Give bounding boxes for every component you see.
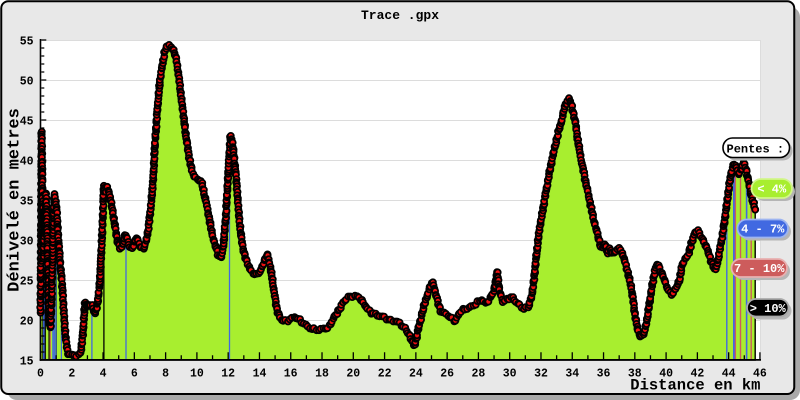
svg-text:4 - 7%: 4 - 7% [741, 223, 785, 237]
svg-text:12: 12 [221, 368, 235, 381]
svg-text:40: 40 [20, 155, 34, 168]
svg-text:Trace .gpx: Trace .gpx [361, 8, 439, 23]
svg-text:30: 30 [20, 235, 34, 248]
svg-text:55: 55 [20, 35, 34, 48]
svg-text:22: 22 [378, 368, 392, 381]
svg-text:8: 8 [162, 368, 169, 381]
svg-text:32: 32 [534, 368, 548, 381]
svg-text:36: 36 [597, 368, 611, 381]
svg-text:28: 28 [471, 368, 485, 381]
svg-text:44: 44 [722, 368, 736, 381]
svg-text:4: 4 [100, 368, 107, 381]
svg-text:16: 16 [284, 368, 298, 381]
svg-text:14: 14 [253, 368, 267, 381]
svg-text:38: 38 [628, 368, 642, 381]
svg-text:Dénivelé en metres: Dénivelé en metres [6, 108, 25, 292]
svg-text:46: 46 [753, 368, 767, 381]
svg-text:35: 35 [20, 195, 34, 208]
svg-text:25: 25 [20, 275, 34, 288]
svg-text:40: 40 [659, 368, 673, 381]
svg-text:< 4%: < 4% [757, 183, 787, 197]
svg-text:> 10%: > 10% [750, 302, 787, 316]
svg-text:7 - 10%: 7 - 10% [734, 262, 785, 276]
svg-text:50: 50 [20, 75, 34, 88]
svg-text:20: 20 [346, 368, 360, 381]
svg-text:18: 18 [315, 368, 329, 381]
svg-text:10: 10 [190, 368, 204, 381]
svg-text:0: 0 [37, 368, 44, 381]
svg-text:15: 15 [20, 355, 34, 368]
svg-text:30: 30 [503, 368, 517, 381]
svg-text:20: 20 [20, 315, 34, 328]
svg-text:2: 2 [68, 368, 75, 381]
svg-text:45: 45 [20, 115, 34, 128]
svg-text:Pentes :: Pentes : [727, 142, 785, 156]
svg-text:24: 24 [409, 368, 423, 381]
svg-text:6: 6 [131, 368, 138, 381]
svg-text:Distance en km: Distance en km [630, 377, 760, 395]
svg-text:34: 34 [565, 368, 579, 381]
svg-text:42: 42 [690, 368, 704, 381]
svg-text:26: 26 [440, 368, 454, 381]
